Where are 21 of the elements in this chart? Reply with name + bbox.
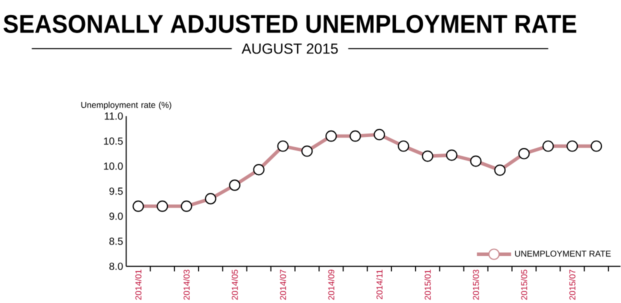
y-tick-label: 9.0	[109, 212, 123, 220]
x-tick-label: 2015/05	[520, 270, 528, 300]
x-tick-label: 2014/05	[232, 270, 238, 300]
chart-title: SEASONALLY ADJUSTED UNEMPLOYMENT RATE	[4, 14, 576, 33]
y-tick-label: 10.0	[104, 162, 123, 170]
x-tick-label: 2014/03	[183, 270, 190, 300]
x-tick-label: 2015/01	[424, 270, 431, 300]
x-tick-label: 2014/07	[280, 270, 286, 300]
y-tick-label: 9.5	[109, 188, 123, 195]
y-tick-label: 10.5	[104, 137, 123, 145]
y-tick-label: 11.0	[104, 112, 123, 120]
chart-subtitle: AUGUST 2015	[242, 44, 338, 54]
legend-label: UNEMPLOYMENT RATE	[515, 250, 611, 257]
x-tick-label: 2015/07	[569, 270, 576, 300]
x-tick-label: 2014/11	[376, 270, 383, 300]
y-tick-label: 8.0	[109, 262, 123, 270]
y-tick-label: 8.5	[109, 238, 123, 245]
x-tick-label: 2015/03	[472, 270, 479, 300]
x-tick-label: 2014/09	[328, 270, 334, 300]
x-tick-label: 2014/01	[135, 270, 142, 300]
y-axis-title: Unemployment rate (%)	[81, 102, 172, 110]
